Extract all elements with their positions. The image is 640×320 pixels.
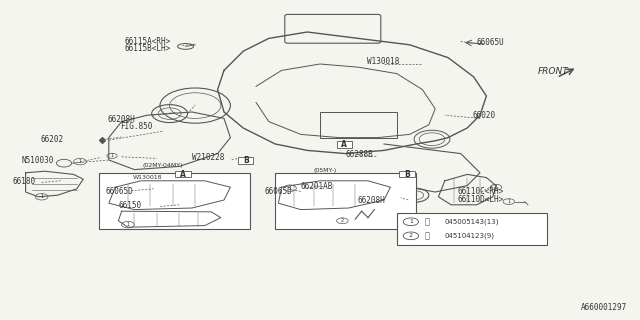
Text: 2: 2 — [341, 218, 344, 223]
Text: 66208H: 66208H — [108, 115, 135, 124]
Text: 1: 1 — [79, 159, 81, 164]
Text: 66180: 66180 — [13, 177, 36, 186]
Text: Ⓢ: Ⓢ — [425, 217, 430, 226]
FancyBboxPatch shape — [399, 171, 415, 177]
Text: B: B — [404, 170, 410, 179]
Bar — [99, 173, 250, 229]
Text: 1: 1 — [289, 186, 291, 191]
Text: (02MY-04MY): (02MY-04MY) — [142, 163, 182, 168]
Text: 1: 1 — [495, 185, 497, 190]
Text: 2: 2 — [409, 233, 413, 238]
Text: 66201AB: 66201AB — [301, 182, 333, 191]
Bar — [275, 173, 416, 229]
Text: A660001297: A660001297 — [581, 303, 627, 312]
Text: FIG.850: FIG.850 — [120, 122, 153, 131]
Text: 1: 1 — [409, 219, 413, 224]
Text: A: A — [341, 140, 348, 149]
Text: 1: 1 — [40, 194, 43, 199]
Text: B: B — [243, 156, 248, 165]
Text: 66065D: 66065D — [106, 188, 133, 196]
Text: Ⓢ: Ⓢ — [425, 231, 430, 240]
Text: A: A — [180, 170, 186, 179]
Text: 045104123(9): 045104123(9) — [445, 233, 495, 239]
Text: 1: 1 — [111, 153, 113, 158]
Text: W130018: W130018 — [132, 175, 162, 180]
Text: 66110C<RH>: 66110C<RH> — [458, 187, 504, 196]
Text: 66288B: 66288B — [346, 150, 373, 159]
FancyBboxPatch shape — [238, 157, 253, 164]
FancyBboxPatch shape — [337, 141, 352, 148]
FancyBboxPatch shape — [175, 171, 191, 177]
Text: 1: 1 — [127, 222, 129, 227]
Text: 66115B<LH>: 66115B<LH> — [125, 44, 171, 53]
Text: N510030: N510030 — [21, 156, 54, 165]
Text: W210228: W210228 — [192, 153, 225, 162]
Text: FRONT: FRONT — [538, 67, 568, 76]
Text: 66065U: 66065U — [477, 38, 504, 47]
Bar — [320, 112, 397, 138]
Text: W130018: W130018 — [367, 57, 400, 66]
Text: 66202: 66202 — [40, 135, 63, 144]
Text: 66208H: 66208H — [357, 196, 385, 205]
Text: 66115A<RH>: 66115A<RH> — [125, 37, 171, 46]
Text: 045005143(13): 045005143(13) — [445, 219, 499, 225]
Text: 66110D<LH>: 66110D<LH> — [458, 195, 504, 204]
Text: 66065D: 66065D — [264, 187, 292, 196]
Text: 66020: 66020 — [472, 111, 495, 120]
Bar — [397, 213, 547, 245]
Text: (05MY-): (05MY-) — [314, 168, 337, 173]
Text: 66150: 66150 — [118, 201, 141, 210]
Text: 1: 1 — [508, 199, 510, 204]
